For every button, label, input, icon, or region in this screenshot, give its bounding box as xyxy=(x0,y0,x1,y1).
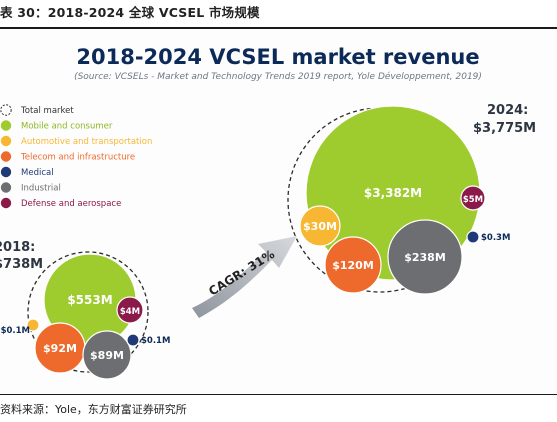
caption-rule xyxy=(0,27,557,29)
bubble-industrial xyxy=(82,330,132,380)
cagr-arrow: CAGR: 31% xyxy=(192,236,297,318)
total-market-bubble xyxy=(27,251,149,373)
bubble-auto xyxy=(299,205,341,247)
source-rule xyxy=(0,394,557,395)
value-label-medical: $0.3M xyxy=(481,233,510,243)
value-label-telecom: $92M xyxy=(43,342,77,355)
legend-label-industrial: Industrial xyxy=(21,184,61,194)
legend: Total market Mobile and consumer Automotiv… xyxy=(0,104,152,209)
year-2024-label: 2024: xyxy=(487,103,528,118)
value-label-mobile: $3,382M xyxy=(364,186,422,200)
legend-swatch-auto xyxy=(0,135,12,147)
year-2018-bubbles: $553M $92M $89M $4M $0.1M $0.1M xyxy=(1,251,170,380)
bubble-medical xyxy=(126,333,140,347)
legend-label-total: Total market xyxy=(20,106,74,116)
source-note: 资料来源：Yole，东方财富证券研究所 xyxy=(0,403,187,416)
value-label-auto: $0.1M xyxy=(1,326,30,336)
legend-swatch-total xyxy=(0,104,12,116)
legend-swatch-telecom xyxy=(0,151,12,162)
bubble-defense xyxy=(460,185,486,211)
legend-label-telecom: Telecom and infrastructure xyxy=(20,153,135,163)
value-label-industrial: $89M xyxy=(90,349,124,362)
legend-label-mobile: Mobile and consumer xyxy=(21,122,113,132)
value-label-auto: $30M xyxy=(303,220,337,233)
year-2018-label: 2018: xyxy=(0,240,35,255)
value-label-industrial: $238M xyxy=(404,251,446,264)
cagr-label: CAGR: 31% xyxy=(206,247,277,299)
bubble-auto xyxy=(26,318,40,332)
bubble-industrial xyxy=(387,219,463,295)
value-label-defense: $5M xyxy=(463,195,483,205)
legend-label-medical: Medical xyxy=(21,168,54,178)
bubble-telecom xyxy=(324,236,382,294)
bubble-medical xyxy=(466,230,480,244)
bubble-defense xyxy=(116,296,144,324)
year-2018-total-label: $738M xyxy=(0,257,43,272)
figure-caption: 表 30：2018-2024 全球 VCSEL 市场规模 xyxy=(0,5,260,20)
value-label-telecom: $120M xyxy=(332,259,374,272)
chart-subtitle: (Source: VCSELs - Market and Technology … xyxy=(74,71,482,82)
year-2024-total-label: $3,775M xyxy=(473,121,536,136)
legend-swatch-medical xyxy=(0,166,12,178)
bubble-chart: 2018-2024 VCSEL market revenue (Source: … xyxy=(0,45,536,380)
legend-swatch-industrial xyxy=(0,182,12,193)
legend-label-auto: Automotive and transportation xyxy=(21,137,152,147)
value-label-medical: $0.1M xyxy=(141,336,170,346)
year-2024-bubbles: $3,382M $238M $120M $30M $5M $0.3M xyxy=(287,105,510,295)
chart-title: 2018-2024 VCSEL market revenue xyxy=(76,45,479,69)
value-label-mobile: $553M xyxy=(67,293,112,307)
legend-label-defense: Defense and aerospace xyxy=(21,199,121,209)
legend-swatch-mobile xyxy=(0,120,12,131)
value-label-defense: $4M xyxy=(120,307,140,317)
legend-swatch-defense xyxy=(0,197,12,209)
